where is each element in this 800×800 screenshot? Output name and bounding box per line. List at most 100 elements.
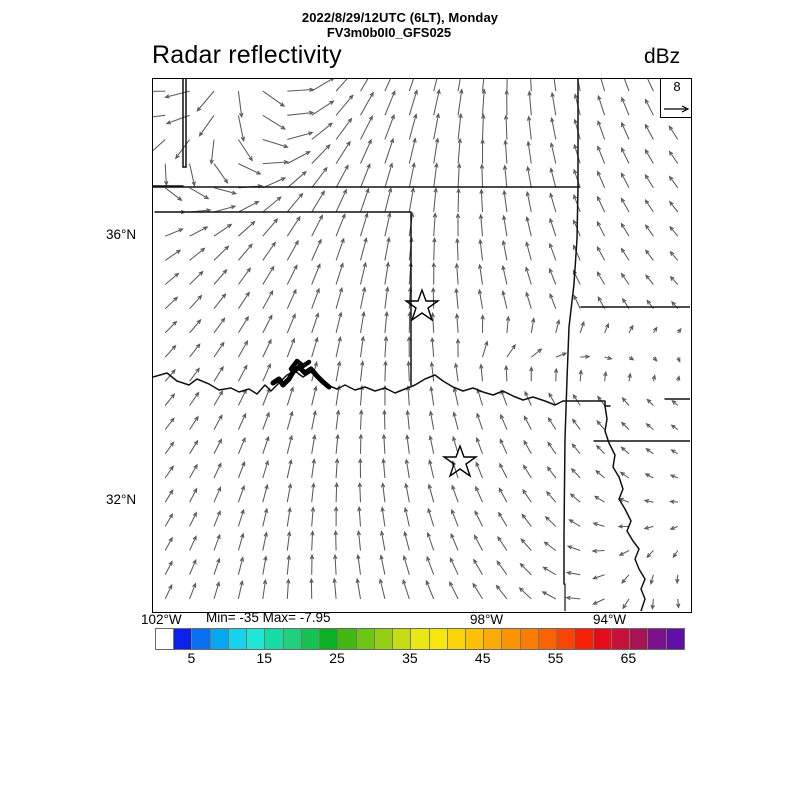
wind-vector	[262, 138, 289, 149]
wind-vector	[213, 462, 222, 479]
wind-vector	[555, 318, 561, 334]
station-star-north	[403, 287, 441, 322]
station-markers	[403, 287, 479, 478]
wind-vector	[455, 338, 461, 358]
page-title: Radar reflectivity	[152, 41, 342, 69]
wind-vector	[618, 550, 630, 556]
wind-vector	[526, 115, 532, 140]
wind-vector	[547, 441, 557, 455]
wind-vector	[644, 173, 654, 189]
wind-vector	[479, 163, 485, 188]
wind-vector	[335, 79, 348, 92]
wind-vector	[591, 574, 605, 580]
wind-vector	[213, 389, 224, 406]
wind-vector	[619, 471, 630, 479]
wind-vector	[428, 410, 435, 430]
wind-vector	[286, 288, 297, 309]
wind-vector	[455, 237, 460, 261]
wind-vector	[189, 535, 197, 551]
wind-vector	[286, 578, 291, 599]
wind-vector	[406, 360, 411, 382]
map-plot-area[interactable]	[152, 78, 692, 613]
colorbar-swatch	[557, 629, 576, 649]
wind-vector	[333, 505, 339, 527]
wind-vector	[262, 314, 273, 334]
wind-vector	[286, 239, 299, 261]
wind-vector	[668, 175, 679, 189]
wind-vector	[481, 340, 489, 358]
colorbar-tick: 5	[187, 650, 196, 666]
wind-vector	[384, 310, 389, 333]
wind-vector	[549, 217, 557, 237]
wind-vector	[504, 364, 509, 382]
wind-vector	[617, 524, 630, 529]
wind-vector	[652, 326, 658, 334]
wind-vector	[262, 459, 270, 479]
wind-vector	[384, 79, 391, 92]
wind-vector	[189, 247, 206, 261]
wind-vector	[164, 163, 169, 187]
wind-vector	[649, 574, 654, 586]
wind-vector	[456, 187, 461, 213]
wind-vector	[335, 140, 351, 164]
wind-vector	[523, 439, 532, 455]
wind-vector	[500, 413, 508, 430]
wind-vector	[521, 513, 532, 527]
colorbar-tick: 65	[620, 650, 637, 666]
wind-vector	[213, 581, 221, 600]
wind-vector	[433, 187, 438, 213]
wind-vector	[357, 481, 363, 503]
wind-vector	[571, 418, 581, 430]
wind-vector	[380, 506, 386, 527]
wind-vector	[596, 245, 606, 261]
colorbar-swatch	[502, 629, 521, 649]
wind-vector	[432, 212, 438, 237]
wind-vector	[213, 414, 223, 430]
wind-vector	[311, 287, 320, 309]
wind-vector	[498, 487, 508, 503]
wind-vector	[672, 550, 679, 559]
wind-vector	[549, 192, 557, 213]
wind-vector	[620, 247, 630, 261]
wind-vector	[237, 436, 246, 455]
wind-vector	[457, 79, 461, 92]
wind-vector	[669, 225, 679, 237]
chart-datetime-title: 2022/8/29/12UTC (6LT), Monday	[301, 10, 499, 25]
wind-vector	[380, 482, 386, 503]
wind-vector	[596, 420, 605, 430]
colorbar[interactable]	[155, 628, 685, 650]
wind-vector	[360, 115, 373, 140]
wind-vector	[501, 239, 508, 261]
wind-vector	[553, 79, 557, 92]
wind-vector	[644, 224, 654, 237]
wind-vector	[450, 508, 459, 527]
wind-vector	[628, 356, 635, 361]
wind-vector	[309, 553, 315, 575]
wind-vector	[311, 166, 328, 189]
wind-vector	[592, 598, 605, 605]
wind-vector	[335, 262, 344, 285]
wind-vector	[311, 385, 318, 406]
wind-vector	[286, 192, 304, 213]
wind-vector	[311, 434, 317, 454]
wind-vector	[335, 360, 342, 382]
colorbar-swatch	[374, 629, 394, 649]
wind-vector	[189, 318, 202, 334]
wind-vector	[335, 433, 340, 454]
wind-vector	[164, 583, 173, 600]
wind-vector	[384, 162, 394, 188]
wind-vector	[237, 508, 245, 527]
wind-vector	[428, 459, 435, 479]
wind-vector	[429, 385, 435, 406]
wind-vector	[523, 415, 532, 430]
wind-vector	[475, 461, 483, 479]
wind-vector	[262, 531, 268, 551]
wind-vector	[430, 311, 435, 333]
wind-vector	[429, 361, 435, 382]
wind-vector	[359, 236, 368, 261]
wind-vector	[596, 270, 606, 285]
wind-vector	[644, 123, 654, 140]
wind-vector	[164, 272, 180, 285]
wind-vector	[238, 220, 256, 237]
wind-vector	[549, 167, 557, 188]
